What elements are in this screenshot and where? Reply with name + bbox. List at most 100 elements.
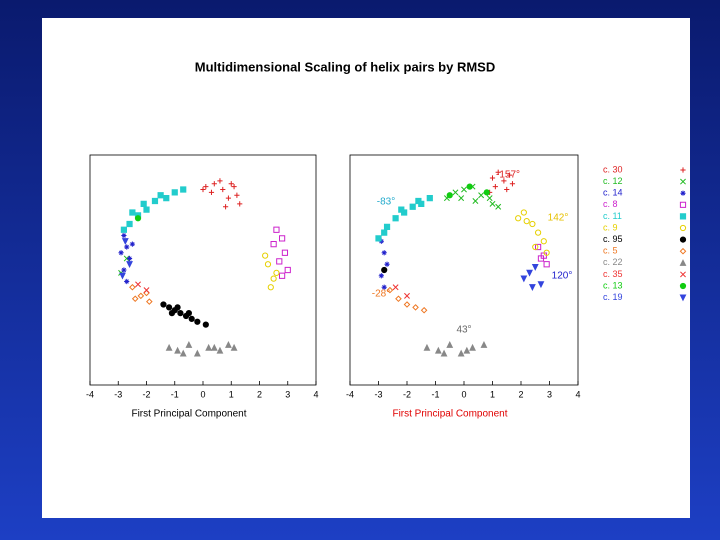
- scatter-point: [185, 310, 192, 317]
- scatter-point: [276, 258, 283, 265]
- scatter-point: [143, 206, 150, 213]
- x-axis-label: First Principal Component: [131, 409, 246, 420]
- legend-marker: [679, 236, 687, 243]
- legend-label: c. 8: [603, 199, 618, 209]
- x-tick-label: -3: [374, 389, 382, 399]
- scatter-point: [386, 286, 394, 294]
- scatter-point: [392, 215, 399, 222]
- annotation: 142°: [548, 213, 569, 224]
- scatter-point: [480, 341, 488, 348]
- scatter-point: [185, 341, 193, 348]
- scatter-point: [129, 241, 135, 247]
- scatter-point: [210, 343, 218, 351]
- scatter-point: [234, 192, 240, 198]
- scatter-point: [202, 321, 209, 328]
- scatter-point: [208, 189, 215, 195]
- scatter-point: [420, 306, 428, 314]
- scatter-point: [217, 178, 223, 184]
- scatter-point: [423, 343, 431, 351]
- slide-panel: [42, 18, 690, 518]
- scatter-point: [223, 204, 229, 210]
- scatter-point: [135, 281, 141, 288]
- scatter-point: [489, 200, 496, 207]
- scatter-point: [523, 218, 530, 225]
- legend-label: c. 13: [603, 280, 623, 290]
- scatter-point: [225, 195, 232, 201]
- x-tick-label: -1: [431, 389, 439, 399]
- scatter-point: [129, 209, 136, 216]
- legend-marker: [680, 271, 686, 278]
- legend-marker: [679, 224, 687, 232]
- legend-label: c. 12: [603, 176, 623, 186]
- scatter-point: [230, 343, 238, 351]
- legend-label: c. 11: [603, 211, 622, 221]
- scatter-point: [381, 266, 388, 274]
- legend-marker: [680, 167, 686, 173]
- scatter-point: [143, 287, 150, 294]
- scatter-point: [440, 349, 448, 357]
- scatter-point: [520, 209, 527, 216]
- scatter-point: [126, 220, 133, 228]
- legend-marker: [680, 190, 686, 196]
- scatter-point: [134, 215, 142, 222]
- scatter-point: [534, 229, 542, 236]
- scatter-point: [535, 243, 542, 251]
- scatter-point: [515, 215, 522, 222]
- scatter-point: [463, 346, 471, 354]
- scatter-point: [119, 272, 126, 280]
- scatter-point: [120, 226, 127, 233]
- scatter-point: [151, 197, 159, 205]
- scatter-point: [179, 349, 187, 357]
- scatter-point: [270, 241, 277, 248]
- scatter-point: [225, 341, 232, 348]
- x-tick-label: 2: [518, 389, 523, 399]
- scatter-point: [537, 255, 545, 262]
- scatter-point: [165, 343, 173, 351]
- x-tick-label: 4: [313, 389, 318, 399]
- scatter-point: [267, 284, 274, 291]
- x-tick-label: -3: [114, 389, 122, 399]
- scatter-point: [205, 343, 213, 351]
- scatter-point: [216, 346, 224, 354]
- scatter-point: [403, 301, 411, 308]
- scatter-point: [446, 341, 454, 348]
- scatter-point: [131, 295, 139, 303]
- scatter-point: [412, 304, 419, 311]
- scatter-point: [381, 229, 388, 236]
- legend-marker: [679, 247, 687, 255]
- scatter-point: [392, 284, 399, 291]
- scatter-point: [492, 184, 498, 190]
- slide-title: Multidimensional Scaling of helix pairs …: [195, 59, 496, 74]
- legend-marker: [680, 178, 686, 185]
- scatter-point: [540, 252, 547, 259]
- scatter-point: [446, 192, 453, 199]
- scatter-point: [504, 186, 510, 193]
- scatter-point: [520, 275, 528, 283]
- legend-label: c. 14: [603, 188, 623, 198]
- scatter-point: [281, 249, 289, 256]
- scatter-point: [378, 273, 384, 279]
- scatter-point: [193, 349, 201, 357]
- scatter-point: [415, 197, 422, 205]
- scatter-point: [124, 278, 130, 285]
- scatter-point: [398, 206, 405, 213]
- scatter-point: [124, 244, 130, 250]
- scatter-point: [532, 243, 539, 251]
- scatter-point: [220, 186, 226, 193]
- legend-label: c. 95: [603, 234, 623, 244]
- scatter-point: [137, 292, 145, 300]
- scatter-point: [228, 181, 234, 187]
- scatter-point: [434, 346, 442, 354]
- scatter-point: [121, 267, 127, 273]
- x-tick-label: -2: [403, 389, 411, 399]
- scatter-point: [384, 261, 390, 267]
- scatter-point: [543, 249, 550, 256]
- scatter-point: [478, 192, 485, 199]
- annotation: -28°: [372, 289, 390, 300]
- scatter-point: [457, 349, 465, 357]
- scatter-point: [200, 186, 206, 193]
- scatter-point: [174, 346, 181, 354]
- scatter-point: [458, 195, 465, 202]
- scatter-point: [279, 235, 286, 242]
